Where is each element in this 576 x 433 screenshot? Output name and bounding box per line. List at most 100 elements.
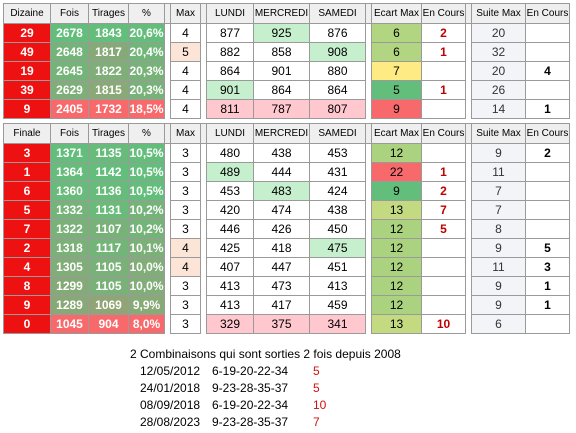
tirages-cell: 1843 xyxy=(88,23,129,43)
samedi-cell: 450 xyxy=(309,219,366,239)
fois-cell: 1360 xyxy=(50,181,89,201)
mercredi-cell: 925 xyxy=(253,23,310,43)
en-cours-cell: 2 xyxy=(421,181,466,201)
suite-max-cell: 11 xyxy=(471,162,526,182)
fois-cell: 1364 xyxy=(50,162,89,182)
tirages-cell: 1069 xyxy=(88,295,129,315)
lundi-cell: 453 xyxy=(206,181,254,201)
max-cell: 4 xyxy=(170,61,201,81)
en-cours-suite-cell: 1 xyxy=(525,99,570,119)
table-row: 4 1305 1105 10,0% 4 407 447 451 12 11 3 xyxy=(3,257,570,277)
max-cell: 3 xyxy=(170,200,201,220)
lundi-cell: 413 xyxy=(206,295,254,315)
suite-max-cell: 20 xyxy=(471,23,526,43)
tirages-cell: 1142 xyxy=(88,162,129,182)
key-cell: 8 xyxy=(3,276,51,296)
max-cell: 4 xyxy=(170,23,201,43)
ecart-max-cell: 12 xyxy=(371,257,422,277)
table-row: 9 2405 1732 18,5% 4 811 787 807 9 14 1 xyxy=(3,99,570,119)
key-cell: 9 xyxy=(3,99,51,119)
en-cours-cell: 1 xyxy=(421,42,466,62)
mercredi-cell: 375 xyxy=(253,314,310,334)
lundi-cell: 446 xyxy=(206,219,254,239)
suite-max-cell: 32 xyxy=(471,42,526,62)
table-row: 39 2629 1815 20,3% 4 901 864 864 5 1 26 xyxy=(3,80,570,100)
lundi-cell: 489 xyxy=(206,162,254,182)
mercredi-cell: 901 xyxy=(253,61,310,81)
suite-max-cell: 6 xyxy=(471,314,526,334)
key-cell: 2 xyxy=(3,238,51,258)
tirages-cell: 1105 xyxy=(88,257,129,277)
lundi-cell: 420 xyxy=(206,200,254,220)
fois-cell: 2678 xyxy=(50,23,89,43)
en-cours-cell xyxy=(421,295,466,315)
ecart-max-cell: 9 xyxy=(371,99,422,119)
suite-max-cell: 8 xyxy=(471,219,526,239)
samedi-cell: 807 xyxy=(309,99,366,119)
column-header: Tirages xyxy=(88,123,129,144)
max-cell: 3 xyxy=(170,314,201,334)
max-cell: 4 xyxy=(170,238,201,258)
tirages-cell: 1107 xyxy=(88,219,129,239)
header-row: Finale Fois Tirages% Max LUNDI MERCREDI SAMEDI… xyxy=(3,123,570,144)
column-header: Dizaine xyxy=(3,3,51,24)
table-row: 2 1318 1117 10,1% 4 425 418 475 12 9 5 xyxy=(3,238,570,258)
table-row: 29 2678 1843 20,6% 4 877 925 876 6 2 20 xyxy=(3,23,570,43)
combinaison-date: 28/08/2023 xyxy=(140,415,201,429)
fois-cell: 1322 xyxy=(50,219,89,239)
tirages-cell: 1131 xyxy=(88,200,129,220)
ecart-max-cell: 9 xyxy=(371,181,422,201)
samedi-cell: 880 xyxy=(309,61,366,81)
column-header: MERCREDI xyxy=(253,123,310,144)
dizaine-header: Dizaine Fois Tirages% Max LUNDI MERCREDI SAMED… xyxy=(3,3,570,24)
ecart-max-cell: 22 xyxy=(371,162,422,182)
mercredi-cell: 444 xyxy=(253,162,310,182)
en-cours-suite-cell xyxy=(525,80,570,100)
finale-table: Finale Fois Tirages% Max LUNDI MERCREDI SAMEDI… xyxy=(3,123,570,334)
lundi-cell: 864 xyxy=(206,61,254,81)
combinaison-date: 24/01/2018 xyxy=(140,381,201,395)
max-cell: 3 xyxy=(170,295,201,315)
suite-max-cell: 20 xyxy=(471,61,526,81)
mercredi-cell: 426 xyxy=(253,219,310,239)
samedi-cell: 453 xyxy=(309,143,366,163)
key-cell: 3 xyxy=(3,143,51,163)
table-row: 8 1299 1105 10,0% 3 413 473 413 12 9 1 xyxy=(3,276,570,296)
suite-max-cell: 9 xyxy=(471,276,526,296)
key-cell: 29 xyxy=(3,23,51,43)
table-row: 0 1045 904 8,0% 3 329 375 341 13 10 6 xyxy=(3,314,570,334)
pct-cell: 10,2% xyxy=(128,200,165,220)
mercredi-cell: 417 xyxy=(253,295,310,315)
tirages-cell: 1822 xyxy=(88,61,129,81)
key-cell: 19 xyxy=(3,61,51,81)
key-cell: 39 xyxy=(3,80,51,100)
dizaine-table: Dizaine Fois Tirages% Max LUNDI MERCREDI SAMED… xyxy=(3,3,570,119)
column-header: Tirages xyxy=(88,3,129,24)
en-cours-suite-cell xyxy=(525,42,570,62)
max-cell: 4 xyxy=(170,80,201,100)
combinaison-row: 28/08/2023 9-23-28-35-37 7 xyxy=(130,415,401,432)
key-cell: 0 xyxy=(3,314,51,334)
samedi-cell: 864 xyxy=(309,80,366,100)
ecart-max-cell: 7 xyxy=(371,61,422,81)
pct-cell: 18,5% xyxy=(128,99,165,119)
fois-cell: 1305 xyxy=(50,257,89,277)
max-cell: 4 xyxy=(170,99,201,119)
en-cours-cell xyxy=(421,61,466,81)
en-cours-cell xyxy=(421,238,466,258)
combinaison-date: 08/09/2018 xyxy=(140,398,201,412)
tirages-cell: 1117 xyxy=(88,238,129,258)
en-cours-cell: 1 xyxy=(421,162,466,182)
mercredi-cell: 787 xyxy=(253,99,310,119)
en-cours-suite-cell xyxy=(525,162,570,182)
combinaison-gap: 5 xyxy=(313,381,320,395)
ecart-max-cell: 13 xyxy=(371,200,422,220)
ecart-max-cell: 12 xyxy=(371,143,422,163)
ecart-max-cell: 6 xyxy=(371,23,422,43)
fois-cell: 1332 xyxy=(50,200,89,220)
column-header: Ecart Max xyxy=(371,123,422,144)
suite-max-cell: 9 xyxy=(471,295,526,315)
samedi-cell: 431 xyxy=(309,162,366,182)
ecart-max-cell: 5 xyxy=(371,80,422,100)
max-cell: 3 xyxy=(170,181,201,201)
